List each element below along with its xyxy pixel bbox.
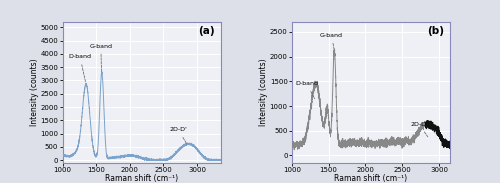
Text: (a): (a) [198, 26, 214, 36]
X-axis label: Raman shift (cm⁻¹): Raman shift (cm⁻¹) [105, 174, 178, 183]
Y-axis label: Intensity (counts): Intensity (counts) [260, 59, 268, 126]
Y-axis label: Intensity (counts): Intensity (counts) [30, 59, 39, 126]
Text: D-band: D-band [295, 81, 318, 99]
Text: D-band: D-band [68, 54, 92, 82]
Text: G-band: G-band [320, 33, 343, 49]
X-axis label: Raman shift (cm⁻¹): Raman shift (cm⁻¹) [334, 174, 407, 183]
Text: G-band: G-band [90, 44, 112, 72]
Text: 2D-D': 2D-D' [410, 122, 428, 137]
Text: (b): (b) [426, 26, 444, 36]
Text: 2D-D': 2D-D' [170, 127, 187, 144]
